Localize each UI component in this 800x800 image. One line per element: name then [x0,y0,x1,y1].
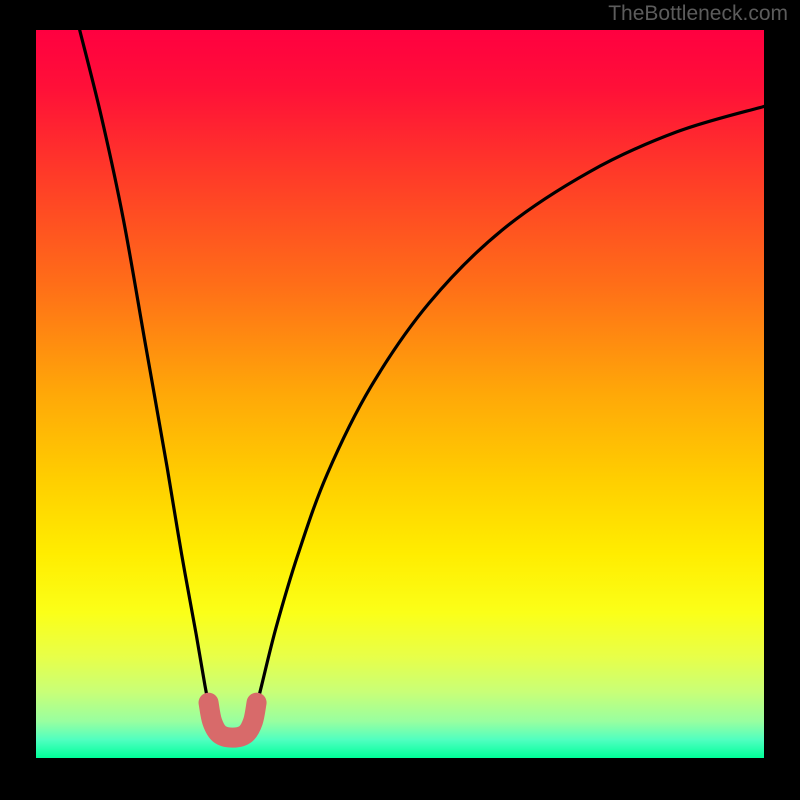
chart-svg [0,0,800,800]
chart-container: TheBottleneck.com [0,0,800,800]
watermark-text: TheBottleneck.com [608,2,788,26]
